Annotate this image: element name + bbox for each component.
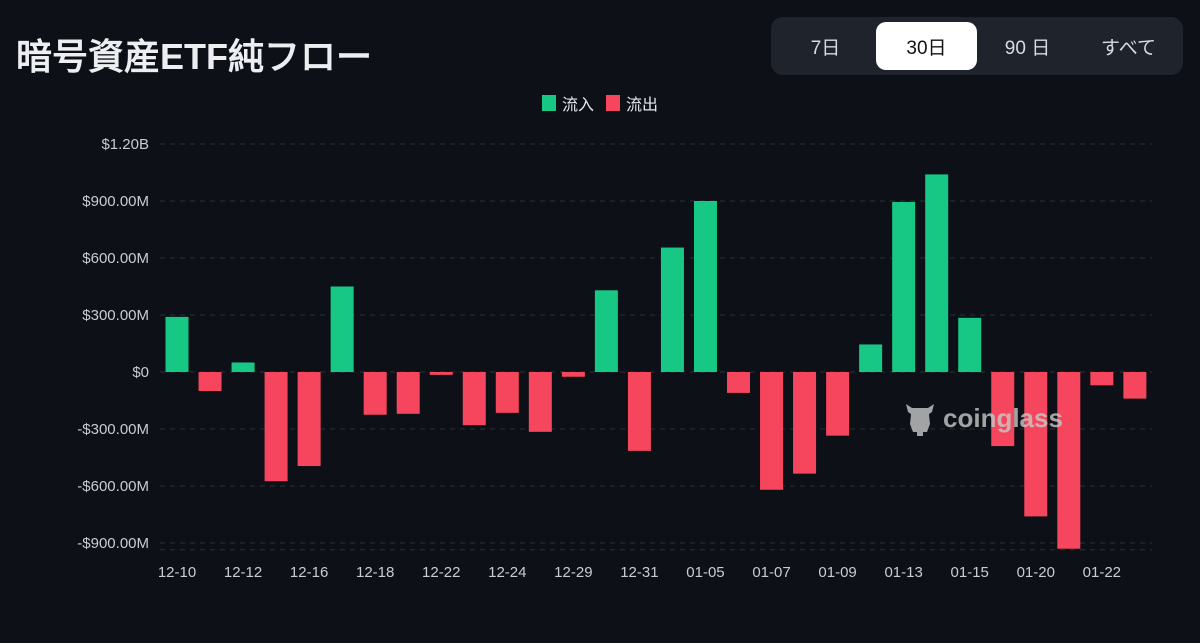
outflow-bar: [264, 372, 288, 482]
x-tick-label: 01-13: [884, 564, 922, 581]
outflow-bar: [495, 372, 519, 413]
y-tick-label: -$600.00M: [77, 478, 149, 495]
inflow-bar: [165, 316, 189, 372]
watermark-text: coinglass: [943, 402, 1063, 433]
y-tick-label: $900.00M: [82, 193, 149, 210]
outflow-bar: [627, 372, 651, 451]
x-tick-label: 01-05: [686, 564, 724, 581]
x-tick-label: 01-15: [951, 564, 989, 581]
outflow-bar: [991, 372, 1015, 447]
range-all-button[interactable]: すべて: [1101, 37, 1156, 59]
inflow-bar: [892, 201, 916, 372]
legend-inflow[interactable]: 流入: [541, 91, 594, 115]
outflow-bar: [429, 372, 453, 375]
outflow-bar: [793, 372, 817, 474]
outflow-bar: [1057, 372, 1081, 549]
y-tick-label: $1.20B: [101, 136, 149, 153]
x-tick-label: 12-16: [290, 564, 328, 581]
inflow-bar: [594, 290, 618, 372]
y-tick-label: $600.00M: [82, 250, 149, 267]
x-tick-label: 01-22: [1083, 564, 1121, 581]
coinglass-watermark: coinglass: [903, 398, 1063, 438]
inflow-swatch: [541, 95, 556, 111]
inflow-bar: [330, 286, 354, 372]
x-tick-label: 12-31: [620, 564, 658, 581]
y-tick-label: $300.00M: [82, 307, 149, 324]
x-tick-label: 12-24: [488, 564, 526, 581]
outflow-bar: [1090, 372, 1114, 386]
x-tick-label: 01-09: [818, 564, 856, 581]
inflow-bar: [660, 247, 684, 372]
legend-inflow-label: 流入: [561, 97, 594, 114]
x-tick-label: 12-18: [356, 564, 394, 581]
x-tick-label: 01-07: [752, 564, 790, 581]
outflow-bar: [826, 372, 850, 436]
y-tick-label: -$300.00M: [77, 421, 149, 438]
chart-legend: 流入 流出: [0, 91, 1200, 115]
outflow-bar: [528, 372, 552, 432]
outflow-bar: [1024, 372, 1048, 517]
range-7d-button[interactable]: 7日: [810, 37, 841, 59]
x-tick-label: 01-20: [1017, 564, 1055, 581]
y-tick-label: -$900.00M: [77, 535, 149, 552]
inflow-bar: [859, 344, 883, 372]
outflow-bar: [396, 372, 420, 414]
outflow-swatch: [606, 95, 620, 111]
range-30d-button[interactable]: 30日: [876, 22, 977, 70]
inflow-bar: [231, 362, 255, 372]
legend-outflow[interactable]: 流出: [606, 91, 658, 115]
outflow-bar: [462, 372, 486, 426]
outflow-bar: [1123, 372, 1147, 399]
outflow-bar: [561, 372, 585, 377]
range-90d-button[interactable]: 90 日: [1004, 37, 1051, 59]
x-tick-label: 12-10: [158, 564, 196, 581]
outflow-bar: [297, 372, 321, 467]
outflow-bar: [760, 372, 784, 490]
inflow-bar: [693, 201, 717, 372]
x-tick-label: 12-12: [224, 564, 262, 581]
inflow-bar: [958, 317, 982, 372]
legend-outflow-label: 流出: [626, 97, 659, 114]
page-title: 暗号資産ETF純フロー: [16, 36, 372, 77]
inflow-bar: [925, 174, 949, 372]
outflow-bar: [727, 372, 751, 393]
x-tick-label: 12-22: [422, 564, 460, 581]
x-tick-label: 12-29: [554, 564, 592, 581]
range-selector: 7日 30日 90 日 すべて: [771, 17, 1183, 75]
outflow-bar: [198, 372, 222, 391]
outflow-bar: [363, 372, 387, 415]
y-tick-label: $0: [132, 364, 149, 381]
bull-logo-icon: [906, 404, 934, 436]
